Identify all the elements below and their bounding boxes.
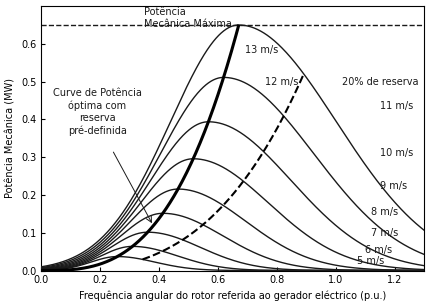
Text: 10 m/s: 10 m/s xyxy=(380,148,414,158)
Text: 6 m/s: 6 m/s xyxy=(365,245,393,255)
Text: 12 m/s: 12 m/s xyxy=(265,77,299,87)
Text: 11 m/s: 11 m/s xyxy=(380,101,414,111)
Y-axis label: Potência Mecânica (MW): Potência Mecânica (MW) xyxy=(6,78,16,198)
Text: 5 m/s: 5 m/s xyxy=(357,256,384,266)
Text: Potência: Potência xyxy=(145,7,186,17)
Text: 9 m/s: 9 m/s xyxy=(380,181,408,191)
Text: 8 m/s: 8 m/s xyxy=(372,207,398,217)
Text: 20% de reserva: 20% de reserva xyxy=(342,77,418,87)
Text: 13 m/s: 13 m/s xyxy=(245,45,278,55)
Text: Mecânica Máxima: Mecânica Máxima xyxy=(145,19,232,29)
Text: 7 m/s: 7 m/s xyxy=(372,228,398,238)
X-axis label: Frequência angular do rotor referida ao gerador eléctrico (p.u.): Frequência angular do rotor referida ao … xyxy=(79,291,387,301)
Text: Curve de Potência
óptima com
reserva
pré-definida: Curve de Potência óptima com reserva pré… xyxy=(53,87,142,136)
